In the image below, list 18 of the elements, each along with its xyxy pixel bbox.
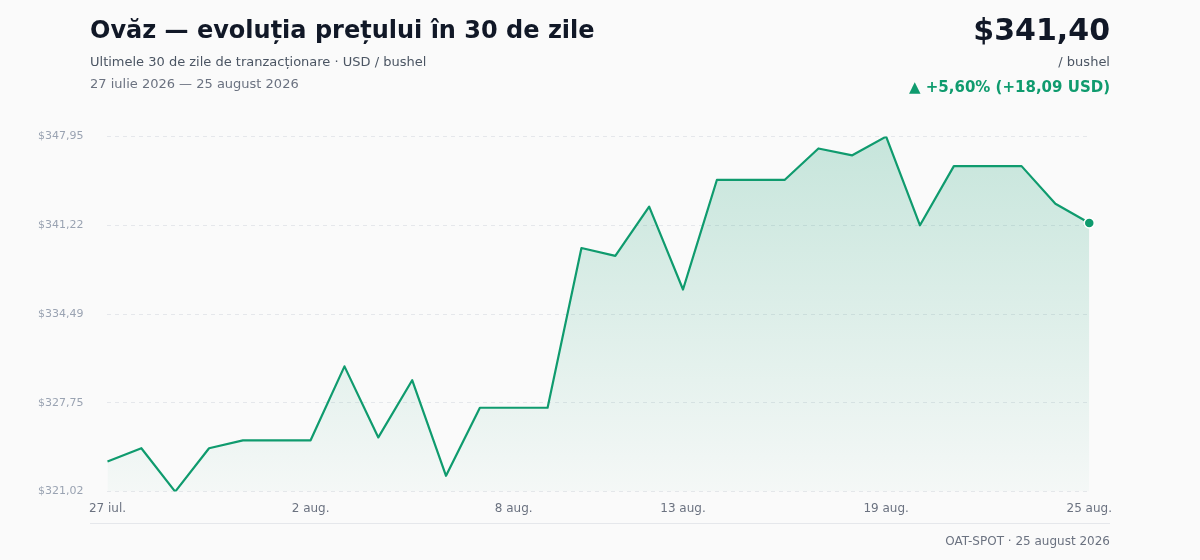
y-tick-label: $334,49 [37,306,84,320]
x-tick-label: 8 aug. [494,500,533,515]
y-tick-label: $341,22 [37,218,84,232]
y-tick-label: $347,95 [37,129,84,143]
x-tick-label: 19 aug. [863,500,909,515]
x-tick-label: 27 iul. [88,500,127,515]
text: ▲ +5,60% (+18,09 USD) [909,78,1110,96]
chart-subtitle: Ultimele 30 de zile de tranzacționare · USD / bushel [90,54,427,69]
x-tick-label: 25 aug. [1066,500,1112,515]
x-tick-label: 13 aug. [660,500,706,515]
text: OAT-SPOT · 25 august 2026 [945,534,1110,548]
x-tick-label: 2 aug. [291,500,330,515]
text: $341,40 [973,12,1110,47]
chart-title: Ovăz — evoluția prețului în 30 de zile [90,16,595,44]
text: 27 iulie 2026 — 25 august 2026 [90,76,299,91]
y-tick-label: $327,75 [37,395,84,409]
text: / bushel [1058,54,1110,69]
y-tick-label: $321,02 [37,484,84,498]
